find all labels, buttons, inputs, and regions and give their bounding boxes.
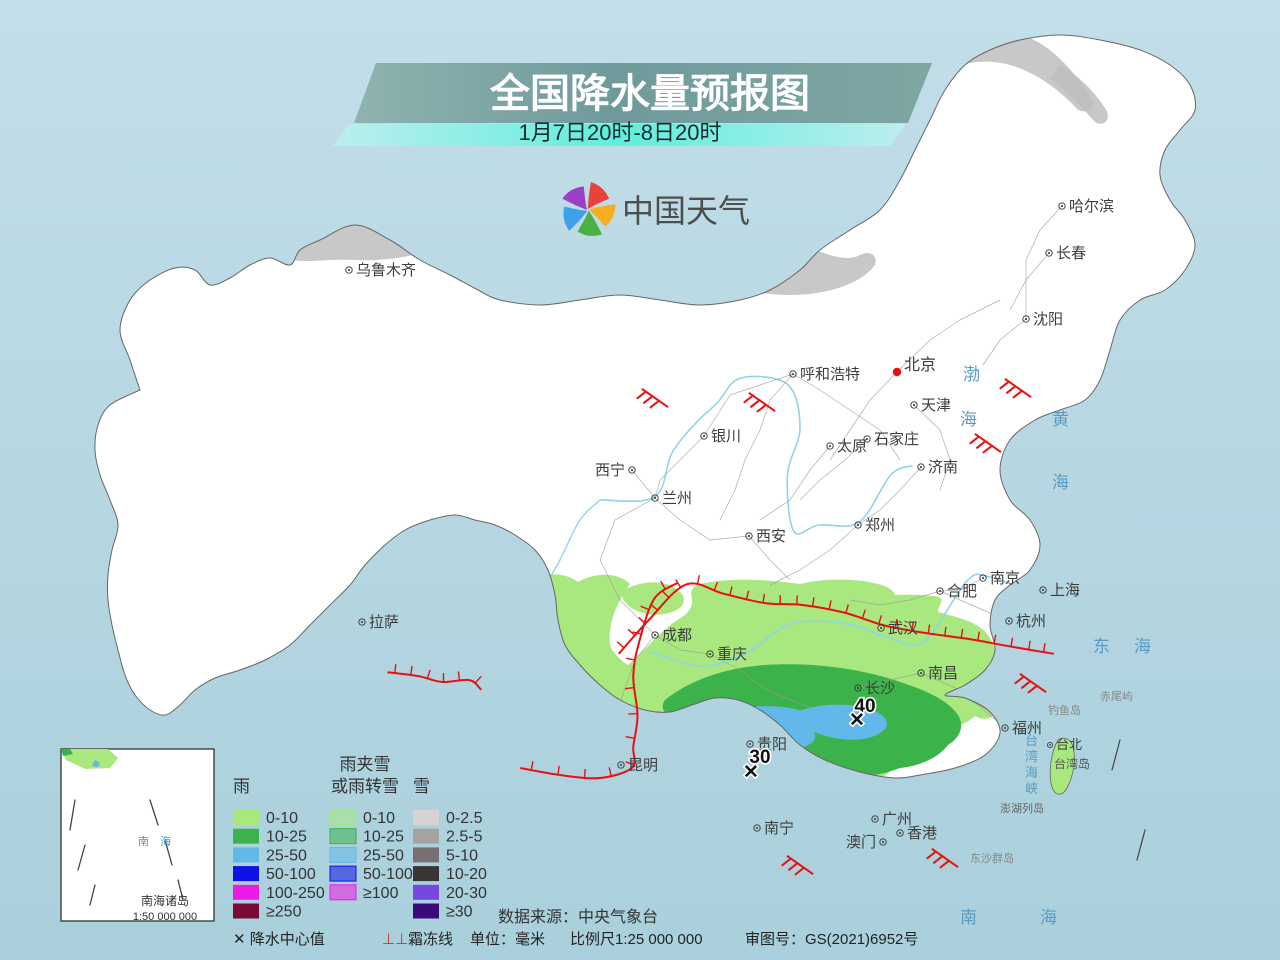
svg-text:郑州: 郑州 [865,517,895,534]
svg-text:济南: 济南 [928,459,958,476]
svg-text:合肥: 合肥 [947,583,977,600]
svg-text:南 海: 南 海 [138,834,171,848]
svg-text:0-2.5: 0-2.5 [446,810,483,827]
svg-text:赤尾屿: 赤尾屿 [1100,690,1133,703]
svg-text:50-100: 50-100 [363,866,413,883]
svg-text:南京: 南京 [990,570,1020,587]
svg-text:5-10: 5-10 [446,847,478,864]
svg-text:上海: 上海 [1050,582,1080,599]
svg-text:2.5-5: 2.5-5 [446,829,483,846]
svg-text:审图号：GS(2021)6952号: 审图号：GS(2021)6952号 [745,931,918,948]
svg-text:✕: ✕ [849,710,865,731]
svg-text:杭州: 杭州 [1016,613,1046,630]
svg-text:渤: 渤 [963,365,980,384]
svg-text:乌鲁木齐: 乌鲁木齐 [356,262,416,279]
svg-text:重庆: 重庆 [717,646,747,663]
svg-text:台: 台 [1025,733,1038,748]
svg-text:南: 南 [960,908,977,927]
svg-text:长沙: 长沙 [865,680,895,697]
svg-text:10-20: 10-20 [446,866,487,883]
svg-text:台湾岛: 台湾岛 [1054,756,1090,771]
svg-text:南昌: 南昌 [928,665,958,682]
svg-text:沈阳: 沈阳 [1033,311,1063,328]
svg-text:✕ 降水中心值: ✕ 降水中心值 [233,931,325,948]
svg-text:海: 海 [1040,908,1057,927]
svg-text:比例尺1:25 000 000: 比例尺1:25 000 000 [570,931,703,948]
svg-text:0-10: 0-10 [266,810,298,827]
svg-text:50-100: 50-100 [266,866,316,883]
svg-text:25-50: 25-50 [266,847,307,864]
svg-text:海: 海 [960,410,977,429]
svg-text:≥100: ≥100 [363,885,399,902]
svg-text:雨: 雨 [233,777,250,796]
svg-text:全国降水量预报图: 全国降水量预报图 [489,71,810,116]
svg-text:东: 东 [1093,637,1110,656]
svg-text:香港: 香港 [907,825,937,842]
svg-text:10-25: 10-25 [363,829,404,846]
svg-text:峡: 峡 [1025,781,1038,796]
svg-text:10-25: 10-25 [266,829,307,846]
svg-text:澎湖列岛: 澎湖列岛 [1000,801,1044,815]
svg-text:南宁: 南宁 [764,820,794,837]
svg-text:≥30: ≥30 [446,904,473,921]
svg-text:海: 海 [1025,765,1038,780]
svg-text:太原: 太原 [837,438,867,455]
svg-text:台北: 台北 [1056,737,1082,752]
svg-text:≥250: ≥250 [266,904,302,921]
svg-text:✕: ✕ [743,762,759,783]
svg-text:单位：毫米: 单位：毫米 [470,930,545,948]
svg-text:黄: 黄 [1052,410,1069,429]
svg-text:中国天气: 中国天气 [622,193,750,229]
svg-text:石家庄: 石家庄 [874,430,919,448]
svg-text:雪: 雪 [413,777,430,796]
svg-text:1:50 000 000: 1:50 000 000 [133,911,197,923]
svg-text:1月7日20时-8日20时: 1月7日20时-8日20时 [519,120,722,145]
svg-text:银川: 银川 [711,428,741,445]
svg-text:昆明: 昆明 [628,757,658,774]
svg-text:0-10: 0-10 [363,810,395,827]
svg-text:澳门: 澳门 [846,834,876,851]
svg-text:100-250: 100-250 [266,885,325,902]
svg-text:西宁: 西宁 [595,462,625,479]
svg-text:25-50: 25-50 [363,847,404,864]
svg-text:北京: 北京 [904,356,936,374]
svg-text:数据来源：中央气象台: 数据来源：中央气象台 [498,908,658,926]
svg-text:呼和浩特: 呼和浩特 [800,366,860,383]
svg-text:天津: 天津 [921,397,951,414]
svg-text:兰州: 兰州 [662,490,692,507]
svg-text:海: 海 [1052,473,1069,492]
svg-text:东沙群岛: 东沙群岛 [970,851,1014,865]
svg-text:海: 海 [1134,637,1151,656]
svg-text:武汉: 武汉 [888,620,918,637]
svg-text:长春: 长春 [1056,245,1086,262]
svg-text:拉萨: 拉萨 [369,614,399,631]
svg-text:雨夹雪: 雨夹雪 [340,755,391,774]
svg-text:霜冻线: 霜冻线 [408,930,453,948]
svg-text:或雨转雪: 或雨转雪 [331,777,399,796]
svg-text:哈尔滨: 哈尔滨 [1069,198,1114,215]
svg-text:成都: 成都 [662,627,692,644]
svg-text:⊥⊥: ⊥⊥ [382,931,408,948]
svg-text:湾: 湾 [1025,749,1038,764]
svg-text:钓鱼岛: 钓鱼岛 [1048,703,1081,717]
svg-text:西安: 西安 [756,528,786,545]
svg-text:20-30: 20-30 [446,885,487,902]
